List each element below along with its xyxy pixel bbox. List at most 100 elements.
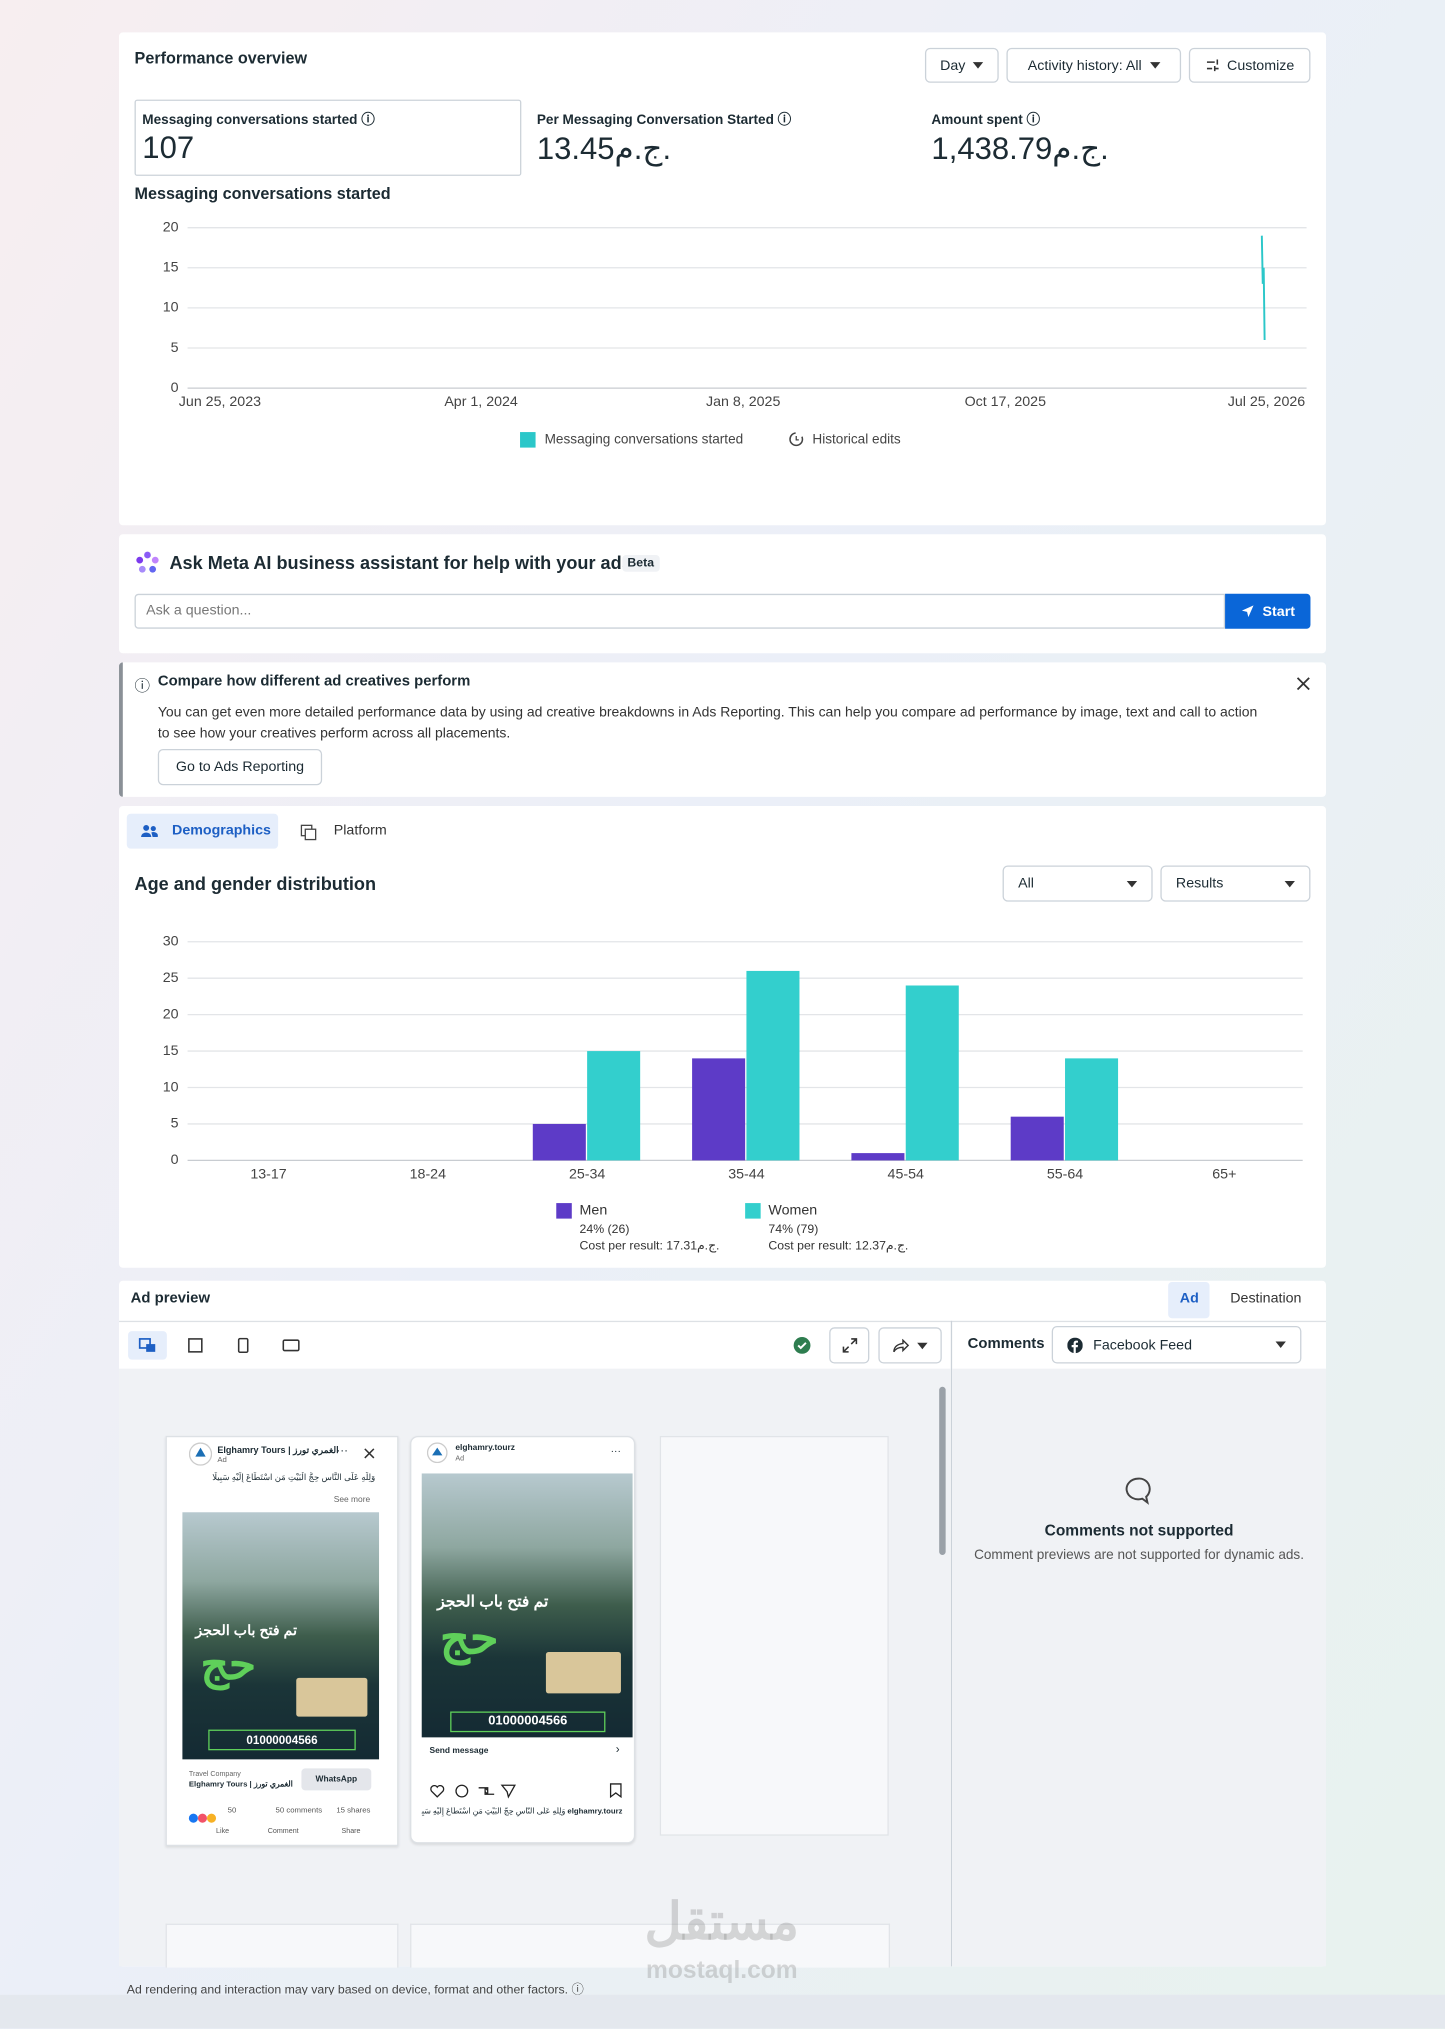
activity-dropdown[interactable]: Activity history: All: [1006, 47, 1182, 83]
chart-title: Messaging conversations started: [134, 184, 391, 204]
watermark-latin: mostaql.com: [646, 1957, 798, 1985]
ad-headline: تم فتح باب الحجز: [437, 1592, 549, 1611]
share-count: 15 shares: [336, 1807, 371, 1815]
caret: [1284, 880, 1295, 887]
fb-page-name-footer: Elghamry Tours | الغمري تورز: [188, 1781, 293, 1790]
caret: [1275, 1341, 1286, 1348]
ad-phone: 01000004566: [450, 1711, 606, 1733]
day-dropdown[interactable]: Day: [924, 47, 999, 83]
tab-ad[interactable]: Ad: [1179, 1291, 1199, 1307]
divider: [950, 1320, 953, 1967]
ig-caption-handle: elghamry.tourz: [567, 1808, 623, 1817]
comments-title: Comments not supported: [1044, 1521, 1234, 1540]
see-more[interactable]: See more: [333, 1495, 371, 1505]
metric-box[interactable]: [134, 99, 522, 176]
expand-button[interactable]: [829, 1327, 870, 1364]
fb-page-name: Elghamry Tours | الغمري تورز: [217, 1446, 339, 1456]
comment-icon: [1125, 1477, 1151, 1505]
caret: [973, 62, 984, 69]
filter-dropdown[interactable]: All: [1002, 865, 1153, 902]
dropdown-text: Day: [940, 57, 966, 74]
ad-big-word: حج: [200, 1640, 257, 1690]
fb-category: Travel Company: [188, 1770, 241, 1779]
comment-action[interactable]: Comment: [267, 1827, 299, 1836]
button-text: Go to Ads Reporting: [175, 759, 305, 775]
legend-label[interactable]: Messaging conversations started: [544, 432, 744, 448]
placement-dropdown[interactable]: Facebook Feed: [1051, 1325, 1302, 1364]
ig-avatar: [426, 1442, 448, 1464]
comment-count: 50 comments: [275, 1807, 323, 1815]
legend-swatch: [745, 1203, 761, 1219]
start-button[interactable]: Start: [1225, 593, 1311, 629]
legend-label[interactable]: Women: [768, 1203, 818, 1219]
tab-platform[interactable]: Platform: [333, 822, 387, 839]
scrollbar[interactable]: [937, 1374, 949, 1963]
legend-label[interactable]: Historical edits: [812, 432, 901, 448]
like-reaction: [188, 1813, 198, 1823]
dropdown-text: Activity history: All: [1027, 57, 1142, 74]
question-input[interactable]: [134, 593, 1226, 629]
metric-value: 13.45ج.م.: [536, 131, 672, 167]
like-action[interactable]: Like: [216, 1827, 230, 1836]
metric-label-text: Per Messaging Conversation Started: [536, 112, 774, 129]
fb-ad-image: تم فتح باب الحجز حج 01000004566: [182, 1512, 380, 1760]
save-icon: [609, 1783, 622, 1799]
share-button[interactable]: [878, 1327, 942, 1364]
share-action[interactable]: Share: [341, 1827, 361, 1836]
love-reaction: [197, 1813, 207, 1823]
metric-label-text: Amount spent: [931, 112, 1023, 129]
button-text: Start: [1262, 603, 1295, 620]
tab-destination[interactable]: Destination: [1230, 1291, 1302, 1307]
metric-dropdown[interactable]: Results: [1160, 865, 1311, 902]
close-icon[interactable]: [1296, 677, 1310, 691]
comments-panel: [952, 1368, 1326, 1967]
desktop-view-icon[interactable]: [138, 1338, 156, 1354]
people-icon: [141, 824, 158, 837]
scroll-thumb[interactable]: [939, 1386, 946, 1555]
dropdown-content: Facebook Feed: [1067, 1336, 1193, 1353]
tab-demographics[interactable]: Demographics: [172, 822, 271, 839]
legend-swatch: [520, 432, 536, 448]
facebook-icon: [1067, 1336, 1083, 1353]
footnote: Ad rendering and interaction may vary ba…: [126, 1983, 584, 1998]
legend-label[interactable]: Men: [579, 1203, 608, 1219]
customize-button[interactable]: Customize: [1188, 47, 1311, 83]
platform-icon: [300, 824, 317, 841]
ad-card-partial: [165, 1923, 399, 1968]
notice-title: Compare how different ad creatives perfo…: [157, 673, 471, 690]
share-icon: [893, 1338, 910, 1352]
metric-value: 107: [142, 130, 195, 166]
more-icon: ···: [610, 1444, 621, 1457]
ig-cta[interactable]: Send message: [429, 1746, 489, 1756]
legend-swatch: [556, 1203, 572, 1219]
performance-card: [119, 32, 1326, 526]
reaction-count: 50: [227, 1807, 237, 1815]
watermark-arabic: مستقل: [644, 1893, 800, 1951]
metric-label-text: Messaging conversations started: [142, 112, 358, 129]
card-graphic: [296, 1677, 368, 1717]
dropdown-text: Facebook Feed: [1093, 1336, 1193, 1353]
mobile-view-icon[interactable]: [237, 1337, 250, 1354]
metric-label: Messaging conversations started ⓘ: [142, 112, 375, 129]
ig-ad-image: تم فتح باب الحجز حج 01000004566: [421, 1473, 633, 1738]
ad-card-partial: [410, 1923, 891, 1968]
meta-ai-title: Ask Meta AI business assistant for help …: [169, 552, 632, 574]
legend-cost: Cost per result: 17.31ج.م.: [579, 1239, 720, 1254]
historical-edits-icon: [789, 432, 804, 447]
customize-icon: [1206, 59, 1218, 72]
expand-icon: [842, 1338, 857, 1353]
button-text: Customize: [1227, 57, 1295, 74]
legend-summary: 74% (79): [768, 1222, 819, 1237]
send-icon: [1241, 605, 1254, 618]
landscape-view-icon[interactable]: [282, 1339, 300, 1352]
tab-active-bg: [126, 813, 279, 849]
comments-label: Comments: [967, 1336, 1045, 1352]
meta-ai-icon: [136, 551, 159, 573]
ad-phone: 01000004566: [208, 1729, 356, 1751]
square-view-icon[interactable]: [188, 1338, 204, 1354]
ads-reporting-button[interactable]: Go to Ads Reporting: [157, 749, 323, 786]
dropdown-text: Results: [1175, 875, 1224, 892]
fb-cta[interactable]: WhatsApp: [301, 1768, 372, 1791]
chart-title: Age and gender distribution: [134, 873, 377, 894]
